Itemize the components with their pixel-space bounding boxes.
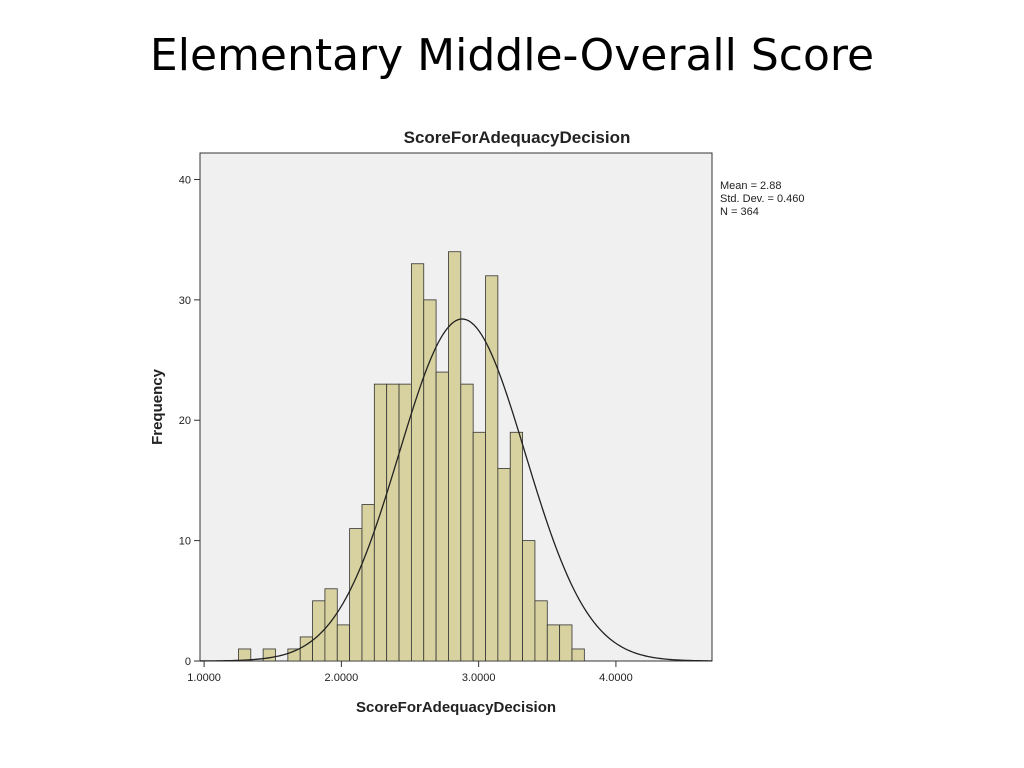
histogram-bar [336,624,351,662]
chart-title: ScoreForAdequacyDecision [404,128,631,147]
y-axis-label: Frequency [149,368,166,445]
histogram-bar [497,467,511,662]
stats-n: N = 364 [720,206,759,218]
histogram-bar [386,383,400,662]
histogram-bar [485,275,499,662]
histogram-bar [448,251,462,662]
histogram-bar [299,636,313,662]
histogram-bar [522,540,536,662]
stats-mean: Mean = 2.88 [720,180,781,192]
histogram-bar [472,431,486,662]
histogram-bar [324,588,338,662]
histogram-bar [349,528,363,662]
y-tick-label: 20 [179,415,191,427]
histogram-bar [509,431,523,662]
histogram-bar [238,648,252,662]
x-axis: 1.0000 2.0000 3.0000 4.0000 [187,661,633,684]
x-tick-label: 4.0000 [599,672,633,684]
histogram-bar [262,648,276,662]
y-axis: 0 10 20 30 40 [179,174,200,668]
histogram-bar [460,383,474,662]
slide-title: Elementary Middle-Overall Score [149,30,875,81]
normal-curve [199,318,713,662]
x-tick-label: 1.0000 [187,672,221,684]
y-tick-label: 30 [179,295,191,307]
histogram-bar [534,600,548,662]
x-tick-label: 2.0000 [325,672,359,684]
x-tick-label: 3.0000 [462,672,496,684]
stats-std-dev: Std. Dev. = 0.460 [720,193,805,205]
histogram-bar [398,383,412,662]
histogram-bar [410,263,425,662]
histogram-bar [373,383,388,662]
y-tick-label: 10 [179,536,191,548]
histogram-bar [361,504,375,662]
histogram-bar [546,624,561,662]
y-tick-label: 40 [179,174,191,186]
bars-group [238,251,585,662]
histogram-bar [559,624,573,662]
y-tick-label: 0 [185,656,191,668]
histogram-bar [571,648,585,662]
histogram-bar [423,299,437,662]
histogram-bar [435,371,449,662]
x-axis-label: ScoreForAdequacyDecision [356,699,556,716]
